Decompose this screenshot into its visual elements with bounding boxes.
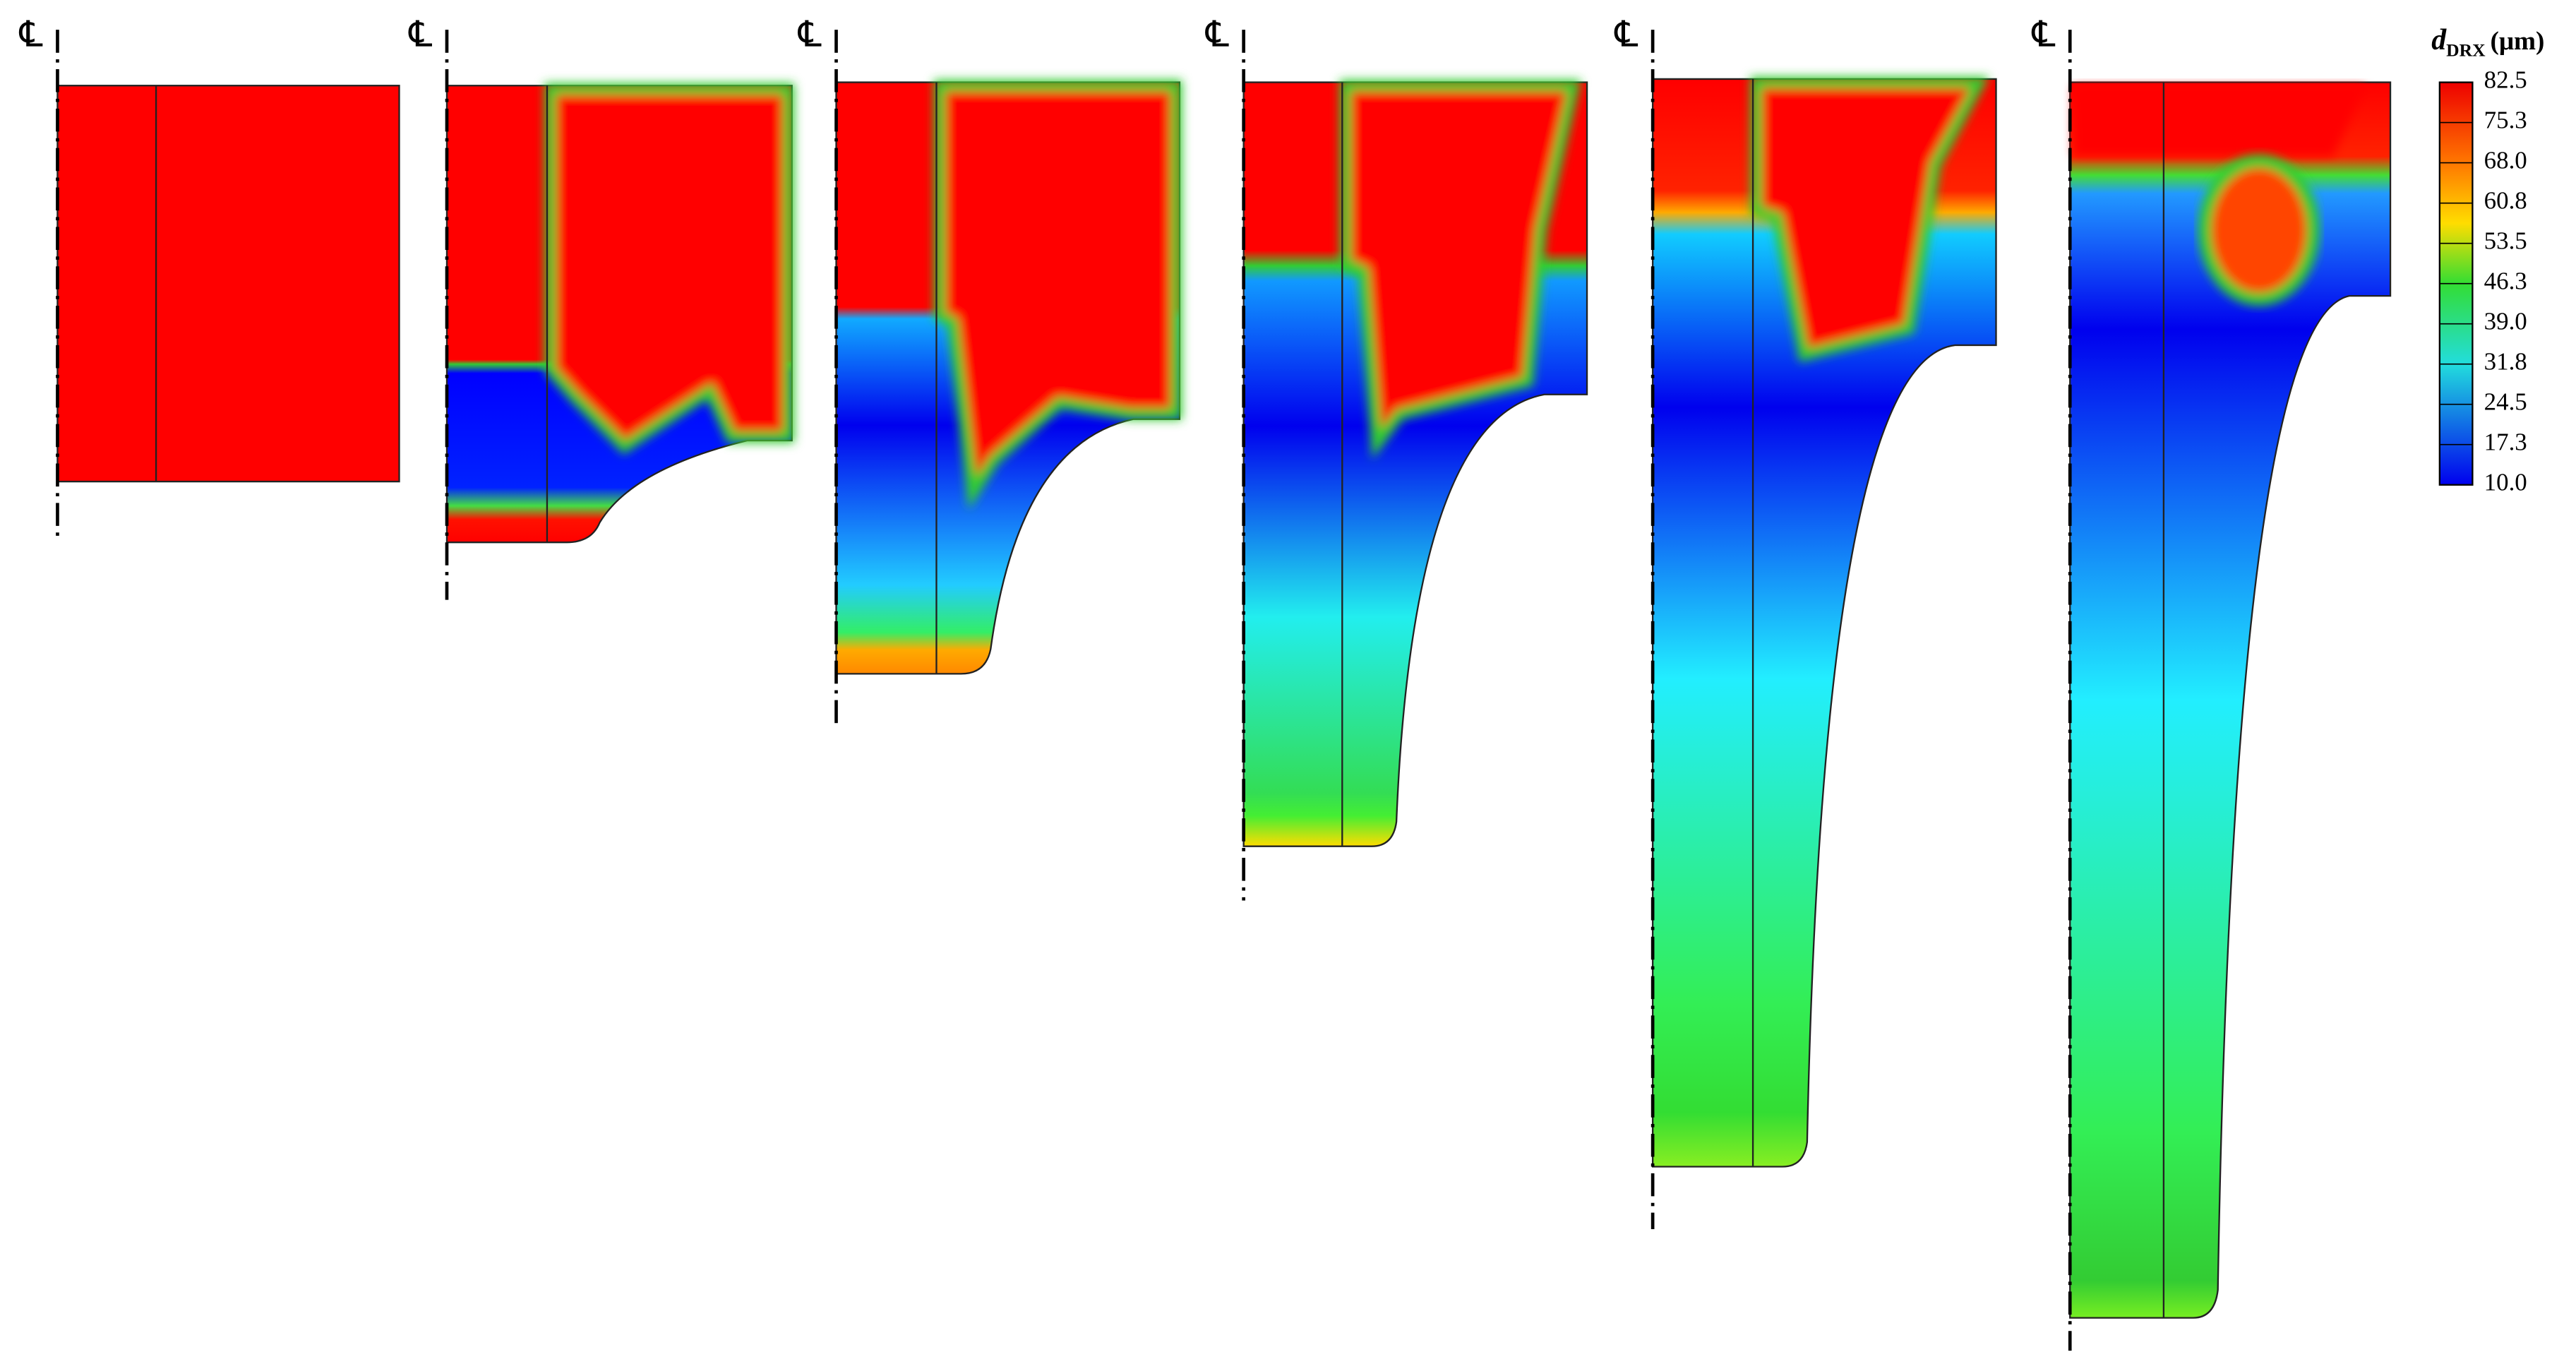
colorbar-tick-label: 24.5 [2484,388,2527,416]
centerline-label: ℄ [407,14,432,54]
centerline-label: ℄ [2031,14,2056,54]
legend-subscript: DRX [2446,40,2486,60]
red-zone [1750,76,1989,362]
legend-title: dDRX (μm) [2431,24,2544,60]
centerlines [56,30,2072,1351]
panels [56,76,2392,1319]
colorbar-tick-label: 10.0 [2484,469,2527,496]
panel-5 [1651,78,1997,1168]
centerline-labels: ℄ ℄ ℄ ℄ ℄ ℄ [18,14,2056,54]
orange-zone [2198,154,2320,306]
colorbar: dDRX (μm) 82.5 75.3 68.0 60.8 53.5 46.3 39.0 31.… [2431,24,2544,496]
centerline-label: ℄ [1204,14,1229,54]
red-zone [544,83,795,455]
red-zone [933,80,1182,510]
colorbar-tick-label: 75.3 [2484,107,2527,134]
colorbar-tick-label: 60.8 [2484,187,2527,215]
colorbar-tick-label: 31.8 [2484,348,2527,376]
colorbar-tick-label: 46.3 [2484,268,2527,295]
colorbar-tick-label: 82.5 [2484,66,2527,94]
colorbar-tick-label: 17.3 [2484,429,2527,456]
colorbar-tick-label: 39.0 [2484,308,2527,335]
red-zone [1339,80,1581,460]
legend-symbol: d [2431,24,2447,56]
colorbar-tick-label: 53.5 [2484,227,2527,255]
centerline-label: ℄ [18,14,43,54]
panel-1 [56,85,400,483]
centerline-label: ℄ [797,14,822,54]
colorbar-tick-label: 68.0 [2484,147,2527,174]
centerline-label: ℄ [1614,14,1639,54]
legend-unit: (μm) [2491,27,2545,56]
panel-6 [2069,81,2392,1319]
red-zone [2073,85,2366,157]
